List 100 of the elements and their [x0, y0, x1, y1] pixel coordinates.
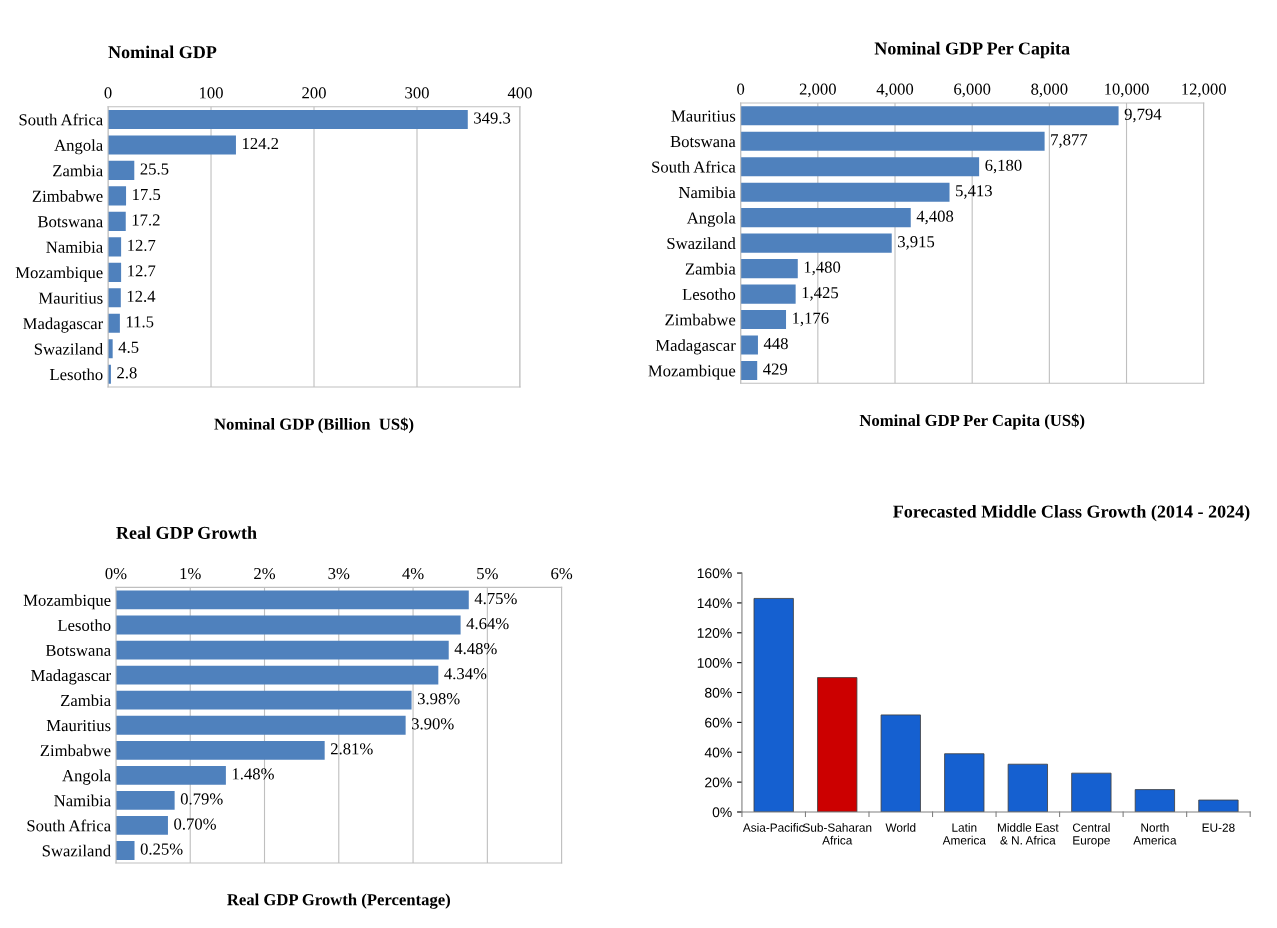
data-label: 12.7 [128, 265, 156, 277]
x-tick-label: 6% [551, 567, 573, 580]
bar [740, 131, 1045, 151]
chart-title: Nominal GDP [108, 45, 217, 59]
data-label: 2.8 [117, 367, 137, 379]
x-tick-label: 0 [104, 87, 112, 99]
x-tick-label: 1% [180, 567, 201, 580]
bar [115, 816, 168, 835]
bar [115, 640, 449, 660]
y-tick-label: 100% [697, 657, 732, 668]
y-tick-label: Swaziland [34, 342, 103, 355]
y-tick-label: Mauritius [46, 719, 111, 732]
data-label: 1,176 [793, 312, 829, 327]
bar [108, 313, 120, 333]
bar [115, 690, 412, 710]
y-tick-label: Swaziland [42, 844, 111, 857]
y-tick-label: 0% [712, 807, 732, 818]
y-tick-label: Angola [54, 139, 103, 155]
data-label: 2.81% [330, 743, 373, 755]
chart-title: Forecasted Middle Class Growth (2014 - 2024) [893, 504, 1250, 522]
x-tick-label: Asia-Pacific [742, 823, 805, 832]
bar [740, 310, 787, 330]
bar [740, 259, 798, 279]
data-label: 4.75% [474, 592, 517, 605]
bar [1198, 799, 1239, 812]
y-tick-label: Mozambique [15, 266, 103, 282]
x-tick-label: EU-28 [1202, 823, 1235, 832]
data-label: 3.90% [411, 718, 454, 730]
data-label: 7,877 [1051, 134, 1088, 148]
bar [108, 135, 236, 155]
bar [108, 237, 122, 257]
bar [115, 740, 325, 760]
bar [740, 284, 796, 304]
bar [108, 211, 126, 231]
data-label: 124.2 [242, 137, 279, 150]
x-tick-label: North America [1133, 823, 1177, 845]
x-tick-label: Latin America [942, 823, 986, 845]
x-tick-label: 3% [328, 567, 350, 580]
y-tick-label: Namibia [46, 241, 103, 253]
y-tick-label: Mauritius [38, 292, 103, 304]
x-tick-label: Middle East & N. Africa [997, 823, 1059, 845]
y-tick-label: Zimbabwe [32, 190, 103, 202]
bar [115, 715, 406, 735]
y-tick-label: Zambia [53, 164, 103, 177]
y-tick-label: Madagascar [655, 339, 736, 355]
data-label: 3,915 [898, 236, 935, 250]
bar [740, 335, 758, 355]
bar [740, 182, 950, 202]
bar [740, 360, 758, 381]
data-label: 0.79% [180, 793, 223, 805]
data-label: 1.48% [232, 768, 274, 780]
y-tick-label: Namibia [678, 186, 736, 199]
data-label: 12.7 [128, 239, 156, 252]
y-tick-label: Lesotho [57, 619, 111, 631]
x-tick-label: 100 [199, 87, 223, 99]
data-label: 4.64% [466, 617, 509, 630]
y-tick-label: Zimbabwe [665, 313, 736, 326]
x-tick-label: Sub-Saharan Africa [802, 823, 872, 845]
y-tick-label: Swaziland [667, 237, 736, 250]
x-tick-label: 6,000 [954, 83, 991, 98]
x-tick-label: 12,000 [1182, 83, 1226, 98]
data-label: 17.5 [133, 188, 161, 201]
y-tick-label: Madagascar [31, 669, 111, 685]
bar [108, 160, 135, 180]
bar [115, 765, 226, 785]
x-tick-label: 0% [105, 567, 127, 580]
x-axis-title: Real GDP Growth (Percentage) [227, 893, 450, 909]
x-tick-label: 2,000 [799, 83, 836, 98]
y-tick-label: 60% [705, 717, 732, 728]
y-tick-label: South Africa [27, 819, 111, 832]
y-tick-label: South Africa [19, 113, 103, 126]
bar [108, 186, 127, 206]
y-tick-label: Mauritius [671, 110, 736, 122]
data-label: 349.3 [474, 112, 511, 124]
y-tick-label: 80% [705, 687, 732, 698]
x-tick-label: World [885, 823, 916, 832]
data-label: 4.48% [454, 642, 497, 655]
chart-title: Nominal GDP Per Capita [874, 41, 1070, 59]
x-tick-label: Central Europe [1072, 823, 1110, 847]
bar [817, 677, 858, 812]
data-label: 11.5 [126, 316, 154, 328]
bar [740, 106, 1119, 126]
y-tick-label: Angola [62, 769, 111, 785]
y-tick-label: Zimbabwe [40, 744, 111, 757]
y-tick-label: 160% [697, 568, 732, 579]
bar [115, 841, 135, 860]
y-tick-label: 140% [697, 598, 732, 609]
x-tick-label: 4,000 [876, 83, 914, 98]
bar [1007, 763, 1048, 812]
bar [880, 714, 921, 812]
y-tick-label: Mozambique [23, 594, 111, 610]
bar [1071, 772, 1112, 812]
y-tick-label: Zambia [60, 694, 111, 707]
x-tick-label: 4% [402, 567, 424, 580]
bar [740, 233, 892, 253]
y-tick-label: Angola [686, 211, 736, 228]
data-label: 429 [763, 363, 788, 375]
x-tick-label: 200 [302, 87, 326, 99]
bar [944, 753, 985, 812]
data-label: 3.98% [417, 693, 460, 705]
